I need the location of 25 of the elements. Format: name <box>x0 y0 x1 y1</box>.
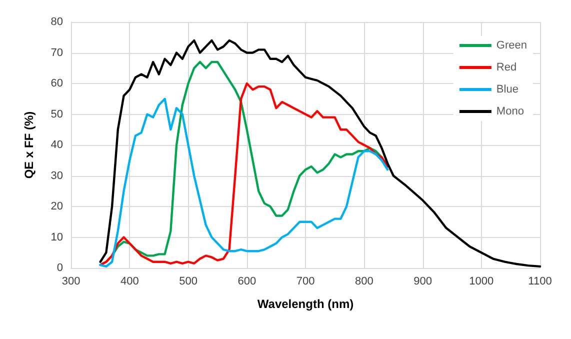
legend-label: Red <box>496 62 517 74</box>
legend-label: Blue <box>496 84 518 96</box>
x-tick-label: 700 <box>296 276 315 288</box>
y-tick-label: 0 <box>56 262 63 274</box>
x-tick-label: 1100 <box>528 276 552 288</box>
y-tick-label: 20 <box>50 200 63 212</box>
x-tick-label: 400 <box>120 276 139 288</box>
x-tick-label: 1000 <box>469 276 494 288</box>
legend-label: Mono <box>496 106 524 118</box>
y-tick-label: 80 <box>50 16 63 28</box>
x-axis-title: Wavelength (nm) <box>257 297 354 311</box>
y-axis-title: QE x FF (%) <box>22 111 36 179</box>
x-tick-label: 900 <box>414 276 432 288</box>
line-series <box>99 39 542 268</box>
y-tick-label: 50 <box>50 108 63 120</box>
legend-label: Green <box>496 40 528 52</box>
y-tick-label: 70 <box>50 46 63 59</box>
y-tick-label: 60 <box>50 78 63 90</box>
x-tick-label: 600 <box>238 276 256 288</box>
y-tick-label: 30 <box>50 170 63 182</box>
x-tick-label: 300 <box>62 276 80 288</box>
y-tick-label: 10 <box>50 231 63 244</box>
x-tick-label: 500 <box>179 276 198 288</box>
y-tick-label: 40 <box>50 139 63 151</box>
x-tick-label: 800 <box>354 276 374 288</box>
